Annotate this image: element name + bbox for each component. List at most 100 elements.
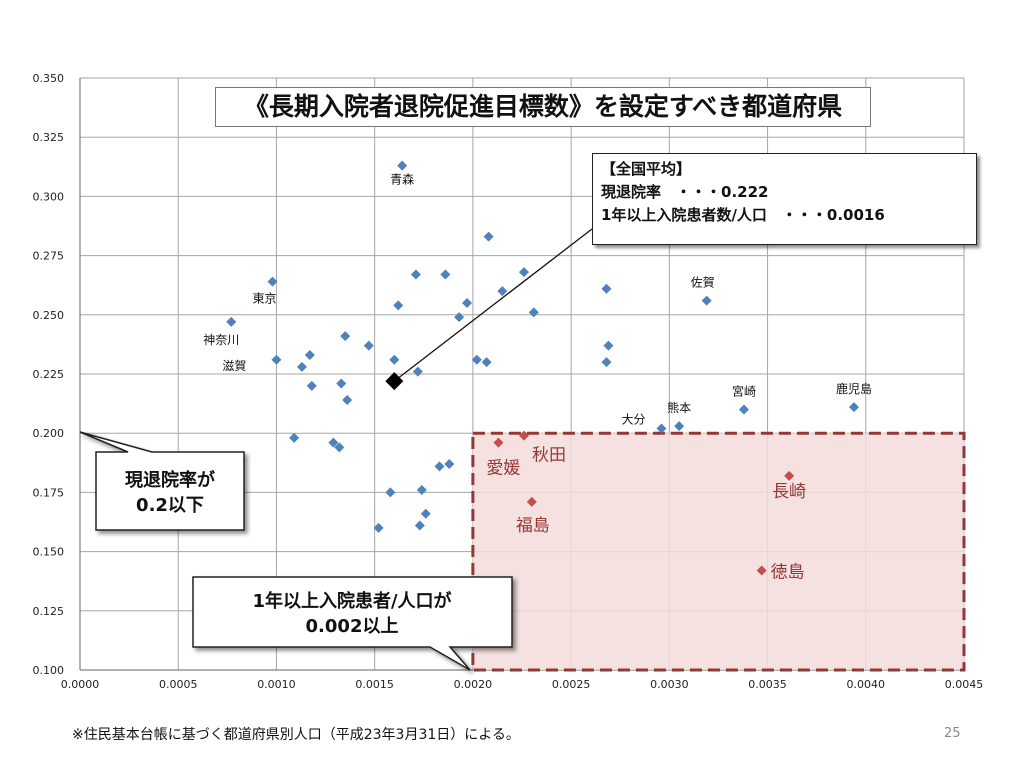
data-point	[528, 307, 539, 318]
data-point	[267, 276, 278, 287]
callout-bottom-line1: 1年以上入院患者/人口が	[252, 590, 451, 612]
data-point	[328, 437, 339, 448]
data-point	[363, 340, 374, 351]
data-point	[412, 366, 423, 377]
average-discharge-rate: 現退院率 ・・・0.222	[601, 183, 769, 201]
x-tick-label: 0.0040	[847, 678, 886, 691]
y-tick-label: 0.200	[33, 427, 65, 440]
chart-title: 《長期入院者退院促進目標数》を設定すべき都道府県	[215, 87, 871, 127]
x-tick-label: 0.0005	[159, 678, 198, 691]
data-point	[848, 402, 859, 413]
point-label: 滋賀	[222, 359, 246, 373]
data-point-highlight	[526, 496, 537, 507]
data-point	[674, 421, 685, 432]
y-tick-label: 0.250	[33, 309, 65, 322]
data-point	[497, 286, 508, 297]
point-label: 愛媛	[486, 459, 520, 479]
data-point	[397, 160, 408, 171]
data-point	[342, 395, 353, 406]
point-label: 徳島	[771, 563, 805, 583]
data-point	[373, 522, 384, 533]
x-tick-label: 0.0000	[61, 678, 100, 691]
data-point	[454, 312, 465, 323]
y-tick-label: 0.300	[33, 190, 65, 203]
point-label: 鹿児島	[836, 381, 872, 396]
x-tick-label: 0.0010	[257, 678, 296, 691]
point-label: 宮崎	[732, 384, 756, 399]
data-point	[410, 269, 421, 280]
point-label: 佐賀	[691, 276, 715, 290]
data-point-highlight	[493, 437, 504, 448]
callout-bottom-line2: 0.002以上	[306, 616, 399, 637]
page-number: 25	[944, 726, 961, 741]
data-point	[440, 269, 451, 280]
data-point	[601, 283, 612, 294]
average-heading: 【全国平均】	[601, 160, 692, 178]
y-tick-label: 0.150	[33, 546, 65, 559]
x-tick-label: 0.0035	[748, 678, 787, 691]
x-tick-label: 0.0030	[650, 678, 689, 691]
data-points	[226, 160, 859, 576]
threshold-region-rect	[471, 431, 966, 672]
x-tick-label: 0.0020	[454, 678, 493, 691]
data-point	[601, 357, 612, 368]
national-average-point	[385, 372, 404, 391]
x-tick-label: 0.0025	[552, 678, 591, 691]
x-tick-label: 0.0045	[945, 678, 984, 691]
y-tick-label: 0.275	[33, 250, 65, 263]
point-label: 福島	[516, 516, 550, 536]
data-point	[434, 461, 445, 472]
data-point	[444, 458, 455, 469]
data-point	[481, 357, 492, 368]
data-point	[271, 354, 282, 365]
data-point	[393, 300, 404, 311]
y-tick-label: 0.175	[33, 486, 65, 499]
data-point	[289, 432, 300, 443]
y-tick-label: 0.350	[33, 72, 65, 85]
data-point	[603, 340, 614, 351]
data-point-highlight	[756, 565, 767, 576]
data-point	[336, 378, 347, 389]
threshold-region	[471, 431, 966, 672]
point-label: 大分	[621, 412, 645, 426]
average-pointer-line	[393, 228, 593, 382]
x-tick-label: 0.0015	[355, 678, 394, 691]
data-point	[304, 350, 315, 361]
data-point	[656, 423, 667, 434]
data-point	[414, 520, 425, 531]
callout-left-line1: 現退院率が	[125, 469, 215, 491]
point-label: 長崎	[772, 482, 806, 502]
callout-long-stay-ratio: 1年以上入院患者/人口が 0.002以上	[192, 576, 513, 671]
data-point	[334, 442, 345, 453]
average-pointer	[393, 228, 593, 382]
callout-left-line2: 0.2以下	[136, 495, 204, 516]
data-point	[385, 487, 396, 498]
point-label: 神奈川	[203, 333, 239, 347]
average-long-stay-ratio: 1年以上入院患者数/人口 ・・・0.0016	[601, 206, 885, 224]
x-tick-labels: 0.0000 0.0005 0.0010 0.0015 0.0020 0.0025 0.00…	[61, 678, 984, 691]
data-point	[226, 316, 237, 327]
data-point-highlight	[518, 430, 529, 441]
point-label: 熊本	[667, 400, 691, 415]
data-point	[340, 331, 351, 342]
y-tick-label: 0.100	[33, 664, 65, 677]
point-label: 東京	[253, 292, 277, 306]
national-average-box: 【全国平均】 現退院率 ・・・0.222 1年以上入院患者数/人口 ・・・0.0…	[592, 153, 977, 245]
data-point	[701, 295, 712, 306]
data-point	[461, 297, 472, 308]
y-tick-label: 0.225	[33, 368, 65, 381]
point-label: 秋田	[532, 446, 566, 466]
data-point	[471, 354, 482, 365]
y-tick-label: 0.325	[33, 131, 65, 144]
data-point	[389, 354, 400, 365]
data-point-highlight	[784, 470, 795, 481]
data-point	[420, 508, 431, 519]
data-point	[518, 267, 529, 278]
y-tick-label: 0.125	[33, 605, 65, 618]
callout-low-discharge-rate: 現退院率が 0.2以下	[79, 431, 245, 531]
data-point	[306, 380, 317, 391]
data-point	[416, 485, 427, 496]
data-point	[483, 231, 494, 242]
